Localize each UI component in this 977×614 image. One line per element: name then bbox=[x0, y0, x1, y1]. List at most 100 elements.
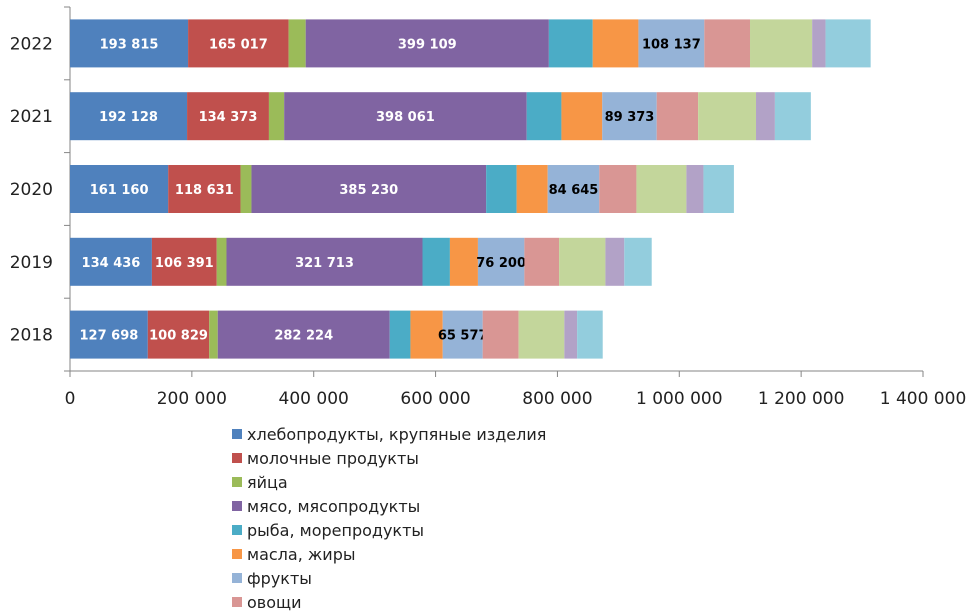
legend-label: молочные продукты bbox=[247, 448, 419, 468]
bar-segment bbox=[70, 310, 148, 359]
stacked-bar-chart: 0 200 000 400 000 600 000 800 000 1 000 000 1 … bbox=[10, 6, 966, 409]
data-label: 76 200 bbox=[476, 256, 526, 271]
legend-swatch bbox=[232, 597, 242, 607]
data-label: 108 137 bbox=[642, 37, 701, 52]
data-label: 89 373 bbox=[605, 110, 655, 125]
bar-segment bbox=[704, 19, 751, 68]
legend-swatch bbox=[232, 573, 242, 583]
bar-segment bbox=[209, 310, 218, 359]
legend-item: масла, жиры bbox=[232, 542, 546, 566]
bar-segment bbox=[226, 237, 423, 286]
y-category-label: 2022 bbox=[10, 34, 53, 54]
bar-segment bbox=[592, 19, 639, 68]
bar-segment bbox=[561, 92, 603, 141]
data-label: 398 061 bbox=[376, 110, 435, 125]
bar-segment bbox=[564, 310, 578, 359]
data-label: 118 631 bbox=[175, 183, 234, 198]
data-label: 127 698 bbox=[79, 329, 138, 344]
x-tick-label: 600 000 bbox=[400, 389, 470, 409]
bar-segment bbox=[217, 310, 390, 359]
bar-segment bbox=[251, 165, 487, 213]
bar-segment bbox=[547, 165, 600, 213]
legend-swatch bbox=[232, 453, 242, 463]
legend-label: овощи bbox=[247, 592, 302, 612]
legend-item: рыба, морепродукты bbox=[232, 518, 546, 542]
bar-segment bbox=[599, 165, 637, 213]
legend-label: яйца bbox=[247, 472, 288, 492]
bar-segment bbox=[656, 92, 699, 141]
chart-legend: хлебопродукты, крупяные изделия молочные … bbox=[232, 422, 546, 614]
x-tick-label: 200 000 bbox=[157, 389, 227, 409]
legend-item: хлебопродукты, крупяные изделия bbox=[232, 422, 546, 446]
bar-segment bbox=[389, 310, 411, 359]
bar-segment bbox=[70, 237, 152, 286]
bar-segment bbox=[825, 19, 871, 68]
legend-swatch bbox=[232, 429, 242, 439]
legend-swatch bbox=[232, 549, 242, 559]
bar-segment bbox=[288, 19, 306, 68]
data-label: 399 109 bbox=[398, 37, 457, 52]
bar-segment bbox=[686, 165, 704, 213]
y-category-label: 2021 bbox=[10, 107, 53, 127]
legend-item: молочные продукты bbox=[232, 446, 546, 470]
bar-segment bbox=[168, 165, 241, 213]
legend-item: фрукты bbox=[232, 566, 546, 590]
x-tick-label: 1 000 000 bbox=[636, 389, 723, 409]
bar-segment bbox=[638, 19, 705, 68]
data-label: 100 829 bbox=[149, 329, 208, 344]
data-label: 385 230 bbox=[339, 183, 398, 198]
bar-segment bbox=[774, 92, 811, 141]
data-label: 161 160 bbox=[90, 183, 149, 198]
bar-segment bbox=[147, 310, 210, 359]
data-label: 192 128 bbox=[99, 110, 158, 125]
bar-segment bbox=[442, 310, 483, 359]
data-label: 134 436 bbox=[82, 256, 141, 271]
data-label: 84 645 bbox=[549, 183, 599, 198]
bar-segment bbox=[526, 92, 562, 141]
y-category-label: 2018 bbox=[10, 326, 53, 346]
x-tick-label: 0 bbox=[65, 389, 76, 409]
bar-segment bbox=[812, 19, 826, 68]
data-label: 106 391 bbox=[155, 256, 214, 271]
bar-segment bbox=[305, 19, 549, 68]
x-tick-label: 800 000 bbox=[522, 389, 592, 409]
legend-item: яйца bbox=[232, 470, 546, 494]
data-label: 193 815 bbox=[100, 37, 159, 52]
legend-label: рыба, морепродукты bbox=[247, 520, 425, 540]
legend-label: мясо, мясопродукты bbox=[247, 496, 421, 516]
bar-segment bbox=[70, 165, 169, 213]
x-tick-label: 400 000 bbox=[279, 389, 349, 409]
legend-swatch bbox=[232, 525, 242, 535]
bar-segment bbox=[151, 237, 217, 286]
bar-segment bbox=[698, 92, 757, 141]
bar-segment bbox=[70, 19, 189, 68]
bar-segment bbox=[268, 92, 285, 141]
y-category-label: 2019 bbox=[10, 253, 53, 273]
bar-segment bbox=[518, 310, 565, 359]
bar-segment bbox=[559, 237, 606, 286]
data-label: 165 017 bbox=[209, 37, 268, 52]
legend-label: фрукты bbox=[247, 568, 312, 588]
y-category-label: 2020 bbox=[10, 180, 53, 200]
bar-segment bbox=[516, 165, 548, 213]
legend-item: овощи bbox=[232, 590, 546, 614]
bar-segment bbox=[410, 310, 443, 359]
bar-segment bbox=[422, 237, 450, 286]
bar-segment bbox=[187, 92, 269, 141]
bar-segment bbox=[240, 165, 252, 213]
data-label: 65 577 bbox=[438, 329, 488, 344]
legend-label: хлебопродукты, крупяные изделия bbox=[247, 424, 547, 444]
bar-segment bbox=[216, 237, 227, 286]
bar-segment bbox=[449, 237, 478, 286]
legend-swatch bbox=[232, 477, 242, 487]
data-label: 282 224 bbox=[274, 329, 333, 344]
bar-segment bbox=[477, 237, 525, 286]
bar-segment bbox=[524, 237, 560, 286]
bar-segment bbox=[624, 237, 652, 286]
data-label: 321 713 bbox=[295, 256, 354, 271]
bar-segment bbox=[284, 92, 527, 141]
bar-segment bbox=[70, 92, 188, 141]
data-label: 134 373 bbox=[199, 110, 258, 125]
bar-segment bbox=[188, 19, 289, 68]
bar-segment bbox=[482, 310, 519, 359]
